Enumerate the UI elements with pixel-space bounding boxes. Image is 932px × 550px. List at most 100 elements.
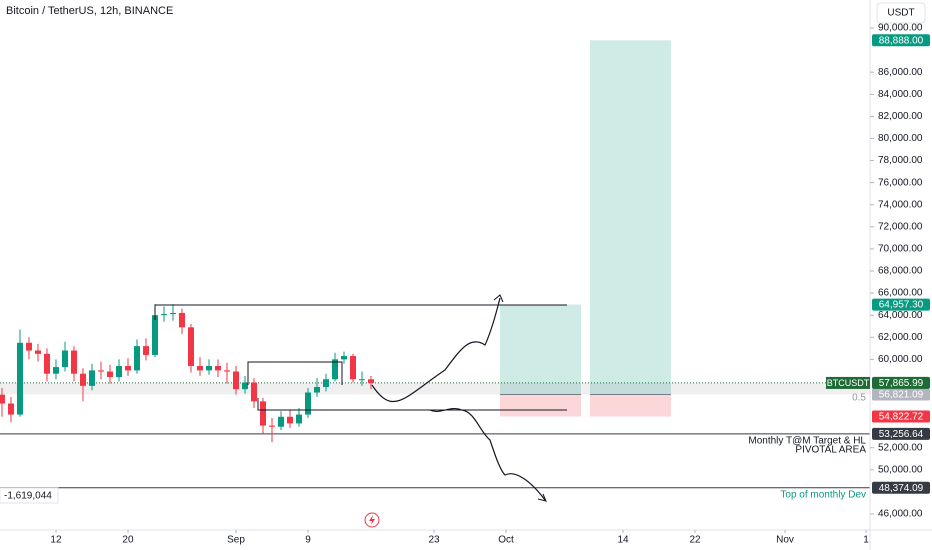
candle-body: [259, 401, 266, 426]
candle-body: [178, 312, 185, 328]
y-tick-label: 70,000.00: [878, 244, 923, 255]
x-tick-label: 23: [428, 535, 440, 546]
y-tick-label: 50,000.00: [878, 464, 923, 475]
arrow-head: [537, 493, 547, 502]
candle-body: [323, 379, 330, 387]
price-tag: [872, 298, 930, 311]
currency: USDT: [887, 8, 914, 19]
candle-body: [88, 370, 95, 386]
x-tick-label: 12: [50, 535, 62, 546]
last-price-label: 57,865.99: [879, 378, 924, 389]
candle-body: [332, 359, 339, 380]
last-price-name: BTCUSDT: [827, 378, 870, 388]
y-tick-label: 80,000.00: [878, 133, 923, 144]
price-tag: [872, 481, 930, 494]
y-tick-label: 76,000.00: [878, 177, 923, 188]
price-tag-label: 53,256.64: [879, 429, 924, 440]
candle-body: [0, 394, 5, 404]
candle-body: [196, 365, 203, 371]
candle-body: [106, 371, 113, 378]
position-loss: [499, 394, 581, 417]
x-tick-label: 14: [617, 535, 629, 546]
candle-body: [368, 379, 375, 383]
y-tick-label: 74,000.00: [878, 199, 923, 210]
candle-body: [70, 350, 77, 374]
y-tick-label: 84,000.00: [878, 89, 923, 100]
x-tick-label: Nov: [776, 535, 794, 546]
candle-body: [97, 370, 104, 372]
plot-area: [0, 40, 870, 489]
candle-body: [133, 346, 140, 371]
x-tick-label: 20: [122, 535, 134, 546]
candle-body: [350, 356, 357, 380]
candle-body: [314, 386, 321, 393]
candle-body: [287, 416, 293, 424]
x-tick-label: Oct: [498, 535, 514, 546]
y-tick-label: 62,000.00: [878, 332, 923, 343]
candle-body: [7, 403, 14, 415]
indicator-value: -1,619,044: [4, 491, 52, 502]
price-tag: [872, 410, 930, 423]
annotation: PIVOTAL AREA: [795, 445, 866, 456]
candle-body: [34, 350, 41, 354]
candle-body: [359, 379, 366, 381]
y-tick-label: 64,000.00: [878, 310, 923, 321]
y-tick-label: 68,000.00: [878, 266, 923, 277]
candle-body: [61, 350, 68, 368]
candle-body: [16, 342, 23, 415]
range-box-top: [154, 304, 567, 320]
event-bolt: [369, 515, 375, 525]
candle-body: [223, 370, 230, 372]
candle-body: [187, 327, 194, 366]
candle-body: [232, 371, 239, 390]
candle-body: [169, 312, 176, 315]
annotation: 0.5: [852, 393, 866, 404]
currency-box[interactable]: [876, 2, 926, 24]
price-tag-label: 56,821.09: [879, 390, 924, 401]
candle-body: [277, 416, 284, 427]
annotation: Top of monthly Dev: [780, 490, 866, 501]
range-box-mid: [247, 361, 343, 385]
price-tag-label: 48,374.09: [879, 483, 924, 494]
candle-body: [79, 373, 86, 386]
candle-body: [25, 342, 32, 351]
price-tag-label: 54,822.72: [879, 412, 924, 423]
candle-body: [296, 414, 303, 424]
candle-body: [205, 365, 212, 371]
last-price-name-tag: [826, 376, 870, 389]
last-price-tag: [872, 376, 930, 389]
candle-body: [160, 314, 167, 316]
candle-body: [341, 356, 348, 360]
price-tag-label: 64,957.30: [879, 300, 924, 311]
bear-path: [429, 407, 546, 501]
x-tick-label: Sep: [227, 535, 245, 546]
candle-body: [268, 425, 275, 427]
position-profit: [589, 40, 671, 395]
candle-body: [151, 315, 158, 355]
price-tag-label: 88,888.00: [879, 35, 924, 46]
candle-body: [124, 365, 131, 371]
x-tick-label: 22: [689, 535, 701, 546]
annotation: Monthly T@M Target & HL: [748, 436, 866, 447]
pivot-band: [0, 382, 870, 395]
y-tick-label: 90,000.00: [878, 23, 923, 34]
indicator-box: [0, 487, 59, 504]
price-tag: [872, 34, 930, 47]
y-tick-label: 86,000.00: [878, 67, 923, 78]
candle-body: [52, 367, 59, 374]
candle-body: [142, 346, 149, 355]
y-tick-label: 72,000.00: [878, 221, 923, 232]
candle-body: [214, 365, 221, 371]
y-tick-label: 60,000.00: [878, 354, 923, 365]
y-tick-label: 46,000.00: [878, 509, 923, 520]
position-loss: [589, 394, 671, 417]
x-tick-label: 1: [863, 535, 869, 546]
bull-path: [371, 297, 501, 403]
y-tick-label: 52,000.00: [878, 442, 923, 453]
price-tag: [872, 427, 930, 440]
candle-body: [305, 392, 312, 415]
candle-body: [115, 365, 122, 378]
y-tick-label: 78,000.00: [878, 155, 923, 166]
